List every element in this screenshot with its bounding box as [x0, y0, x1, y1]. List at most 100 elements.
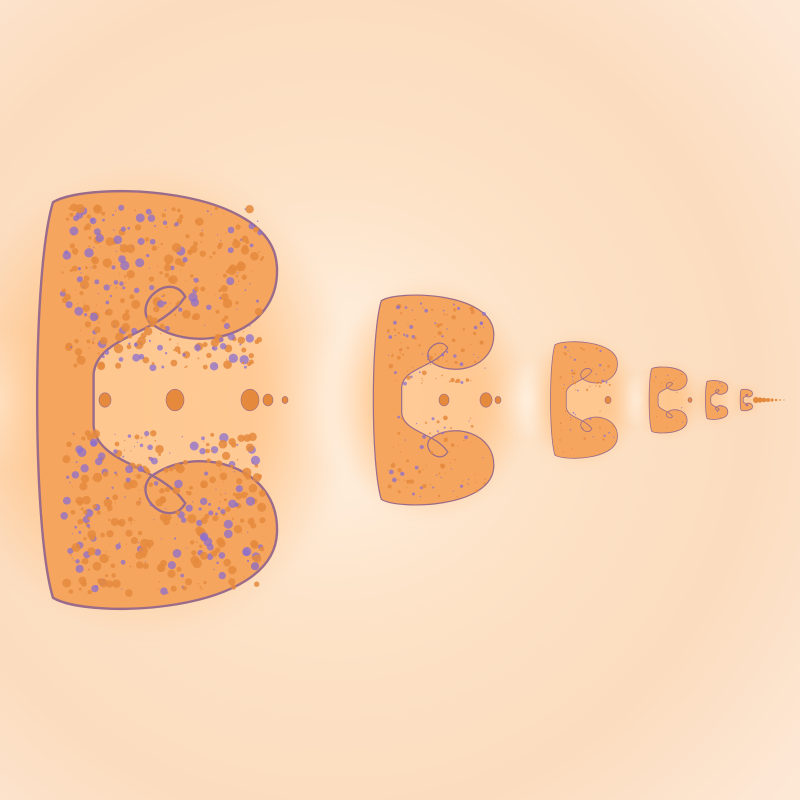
orange-dot: [103, 456, 105, 458]
orange-dot: [157, 246, 160, 248]
purple-dot: [140, 343, 142, 345]
purple-dot: [218, 337, 224, 343]
purple-dot: [173, 537, 177, 540]
orange-dot: [250, 540, 259, 549]
purple-dot: [208, 510, 214, 516]
orange-dot: [237, 280, 240, 283]
purple-dot: [572, 380, 574, 382]
orange-dot: [228, 438, 236, 446]
orange-dot: [171, 243, 182, 253]
orange-dot: [81, 557, 89, 565]
purple-dot: [233, 471, 235, 473]
purple-dot: [94, 548, 102, 556]
purple-dot: [235, 485, 243, 493]
orange-dot: [114, 502, 116, 504]
purple-dot: [91, 585, 99, 593]
fractal-lobe: [550, 341, 618, 459]
fractal-lobe: [648, 366, 688, 434]
orange-dot: [457, 445, 459, 447]
orange-dot: [205, 448, 210, 454]
orange-dot: [142, 562, 149, 570]
orange-dot: [450, 377, 455, 383]
orange-dot: [110, 517, 119, 526]
orange-dot: [421, 377, 423, 379]
orange-dot: [155, 444, 164, 454]
orange-dot: [70, 509, 76, 515]
orange-dot: [158, 491, 160, 493]
orange-dot: [102, 258, 113, 268]
orange-dot: [135, 561, 144, 569]
purple-dot: [121, 588, 123, 590]
purple-dot: [257, 230, 263, 236]
purple-dot: [577, 389, 579, 392]
orange-dot: [187, 514, 197, 524]
orange-dot: [68, 207, 71, 210]
purple-dot: [397, 415, 401, 419]
purple-dot: [613, 436, 615, 438]
purple-dot: [103, 284, 110, 291]
purple-dot: [250, 455, 261, 466]
orange-dot: [150, 430, 157, 437]
axial-bud: [494, 396, 502, 404]
purple-dot: [206, 210, 209, 213]
orange-dot: [589, 385, 591, 387]
fractal-lobe: [372, 294, 495, 506]
orange-dot: [160, 497, 167, 504]
purple-dot: [87, 551, 89, 554]
orange-dot: [598, 385, 601, 388]
orange-dot: [241, 235, 249, 243]
orange-dot: [220, 284, 228, 293]
purple-dot: [76, 276, 83, 283]
orange-dot: [162, 293, 166, 297]
purple-dot: [482, 312, 486, 316]
orange-dot: [179, 261, 185, 267]
purple-dot: [220, 343, 227, 350]
orange-dot: [240, 326, 243, 329]
orange-dot: [569, 419, 572, 421]
purple-dot: [105, 300, 110, 305]
orange-dot: [393, 328, 397, 331]
purple-dot: [174, 479, 183, 489]
orange-dot: [242, 467, 252, 478]
purple-dot: [174, 221, 179, 227]
purple-dot: [424, 308, 429, 313]
orange-dot: [748, 403, 750, 405]
orange-dot: [125, 282, 127, 284]
purple-dot: [206, 304, 212, 310]
purple-dot: [388, 335, 393, 339]
purple-dot: [115, 250, 117, 252]
purple-dot: [148, 339, 151, 343]
purple-dot: [102, 218, 105, 222]
orange-dot: [200, 286, 206, 292]
orange-dot: [418, 344, 421, 347]
purple-dot: [148, 267, 151, 269]
orange-dot: [92, 472, 103, 483]
purple-dot: [209, 362, 219, 371]
orange-dot: [129, 565, 132, 568]
purple-dot: [71, 557, 73, 559]
orange-dot: [95, 304, 98, 306]
orange-dot: [113, 262, 116, 264]
orange-dot: [251, 270, 253, 272]
purple-dot: [431, 417, 435, 421]
orange-dot: [174, 346, 181, 353]
purple-dot: [236, 443, 239, 446]
orange-dot: [82, 495, 91, 505]
purple-dot: [114, 433, 116, 435]
purple-dot: [467, 479, 470, 481]
purple-dot: [137, 541, 140, 544]
orange-dot: [559, 422, 562, 425]
purple-dot: [459, 484, 464, 488]
purple-dot: [166, 592, 169, 594]
purple-dot: [157, 300, 165, 308]
purple-dot: [218, 571, 226, 580]
orange-dot: [403, 479, 405, 481]
orange-dot: [115, 286, 118, 289]
orange-dot: [242, 244, 249, 251]
purple-dot: [436, 474, 438, 476]
purple-dot: [564, 346, 567, 349]
orange-dot: [115, 473, 119, 477]
orange-dot: [151, 245, 157, 251]
orange-dot: [422, 468, 424, 471]
purple-dot: [224, 492, 227, 494]
